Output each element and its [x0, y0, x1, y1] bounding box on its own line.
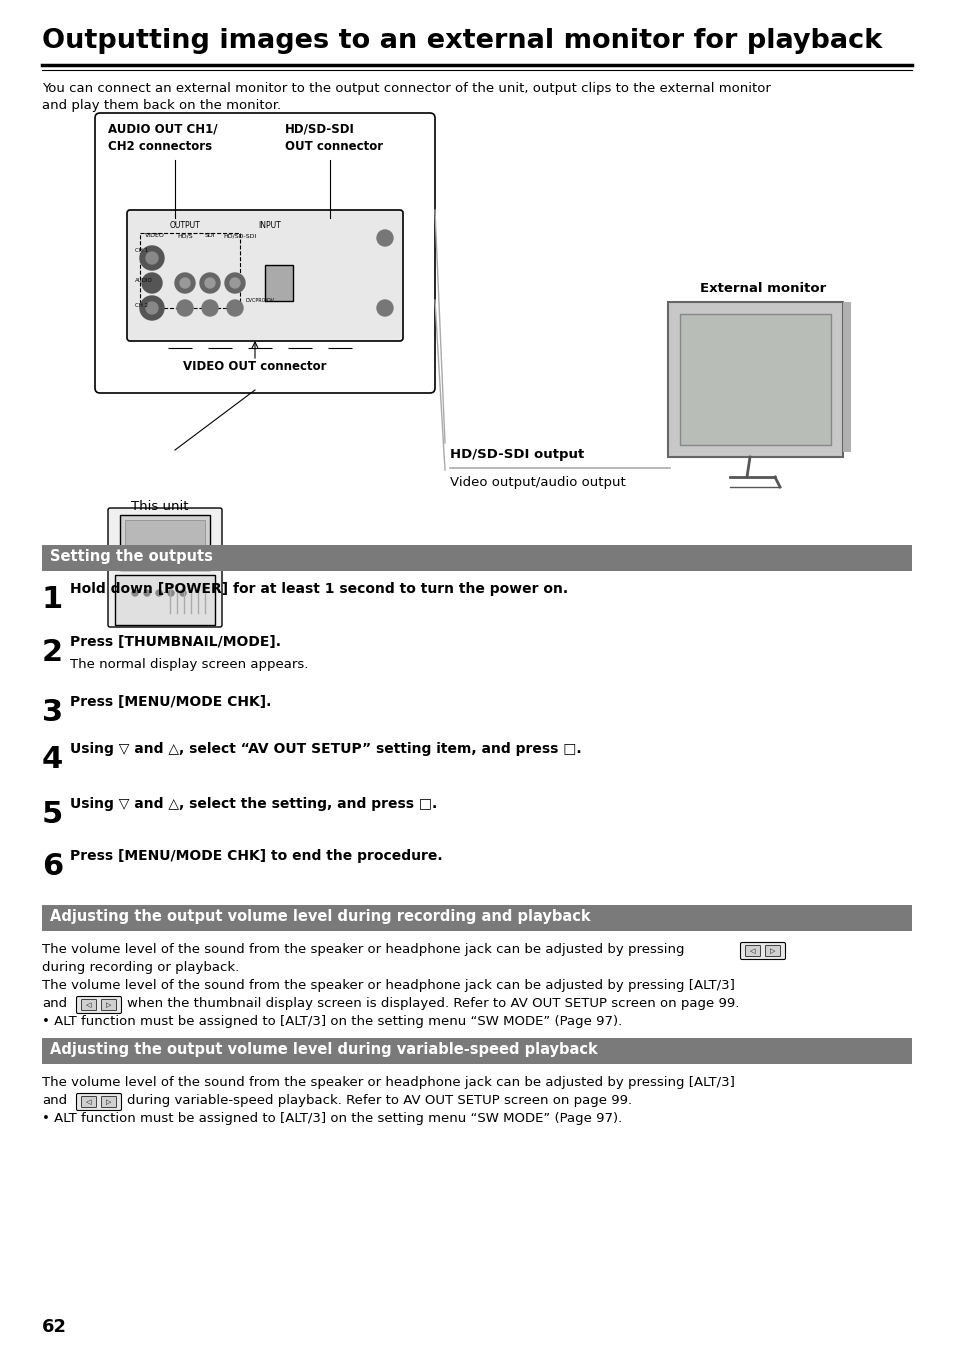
- Text: 5: 5: [42, 800, 63, 829]
- Text: ▷: ▷: [106, 1099, 112, 1105]
- Text: DVCPRO/DV: DVCPRO/DV: [245, 298, 274, 303]
- Circle shape: [177, 301, 193, 315]
- FancyBboxPatch shape: [81, 1097, 96, 1108]
- Text: 4: 4: [42, 745, 63, 774]
- FancyBboxPatch shape: [81, 999, 96, 1010]
- FancyBboxPatch shape: [95, 112, 435, 393]
- Text: INPUT: INPUT: [258, 221, 281, 230]
- Text: HD/S: HD/S: [177, 233, 193, 238]
- Text: This unit: This unit: [132, 500, 189, 513]
- Circle shape: [168, 590, 173, 596]
- Text: ▷: ▷: [106, 1002, 112, 1007]
- Text: Video output/audio output: Video output/audio output: [450, 477, 625, 489]
- Circle shape: [146, 302, 158, 314]
- Text: HD/SD-SDI: HD/SD-SDI: [285, 123, 355, 135]
- Text: and: and: [42, 997, 67, 1010]
- Circle shape: [180, 590, 186, 596]
- FancyBboxPatch shape: [127, 210, 402, 341]
- Text: • ALT function must be assigned to [ALT/3] on the setting menu “SW MODE” (Page 9: • ALT function must be assigned to [ALT/…: [42, 1112, 621, 1125]
- Circle shape: [132, 590, 138, 596]
- Text: Adjusting the output volume level during variable-speed playback: Adjusting the output volume level during…: [50, 1043, 598, 1057]
- Bar: [42, 546, 911, 571]
- Bar: [115, 575, 214, 626]
- Bar: [120, 515, 210, 570]
- Circle shape: [230, 278, 240, 288]
- Text: when the thumbnail display screen is displayed. Refer to AV OUT SETUP screen on : when the thumbnail display screen is dis…: [127, 997, 739, 1010]
- Text: AUDIO OUT CH1/: AUDIO OUT CH1/: [108, 123, 217, 135]
- Text: HD/SD-SDI output: HD/SD-SDI output: [450, 448, 583, 460]
- Text: Using ▽ and △, select “AV OUT SETUP” setting item, and press □.: Using ▽ and △, select “AV OUT SETUP” set…: [70, 742, 581, 756]
- Bar: [42, 1039, 911, 1064]
- Circle shape: [205, 278, 214, 288]
- Text: Adjusting the output volume level during recording and playback: Adjusting the output volume level during…: [50, 909, 590, 923]
- Text: 2: 2: [42, 638, 63, 668]
- Text: 3: 3: [42, 699, 63, 727]
- Text: 62: 62: [42, 1317, 67, 1336]
- FancyBboxPatch shape: [764, 945, 780, 956]
- Text: Setting the outputs: Setting the outputs: [50, 548, 213, 565]
- Text: Outputting images to an external monitor for playback: Outputting images to an external monitor…: [42, 28, 882, 54]
- Bar: [42, 904, 911, 932]
- Circle shape: [376, 301, 393, 315]
- Text: 1: 1: [42, 585, 63, 613]
- Circle shape: [140, 246, 164, 269]
- Text: Hold down [POWER] for at least 1 second to turn the power on.: Hold down [POWER] for at least 1 second …: [70, 582, 568, 596]
- Text: ▷: ▷: [769, 948, 775, 955]
- Text: CH 2: CH 2: [135, 303, 148, 307]
- Text: 6: 6: [42, 852, 63, 881]
- Circle shape: [140, 297, 164, 320]
- Circle shape: [180, 278, 190, 288]
- Circle shape: [174, 274, 194, 292]
- Text: HD/SD-SDI: HD/SD-SDI: [223, 233, 256, 238]
- Text: You can connect an external monitor to the output connector of the unit, output : You can connect an external monitor to t…: [42, 83, 770, 112]
- Text: Using ▽ and △, select the setting, and press □.: Using ▽ and △, select the setting, and p…: [70, 798, 436, 811]
- Text: during variable-speed playback. Refer to AV OUT SETUP screen on page 99.: during variable-speed playback. Refer to…: [127, 1094, 632, 1108]
- Bar: [842, 302, 850, 452]
- Circle shape: [225, 274, 245, 292]
- Text: The normal display screen appears.: The normal display screen appears.: [70, 658, 308, 672]
- Circle shape: [200, 274, 220, 292]
- FancyBboxPatch shape: [101, 999, 116, 1010]
- Circle shape: [146, 252, 158, 264]
- Text: VIDEO: VIDEO: [145, 233, 165, 238]
- Circle shape: [202, 301, 218, 315]
- Text: ...: ...: [159, 585, 171, 594]
- Bar: [265, 265, 293, 301]
- FancyBboxPatch shape: [740, 942, 784, 960]
- Text: OUTPUT: OUTPUT: [170, 221, 200, 230]
- Circle shape: [142, 274, 162, 292]
- Text: ◁: ◁: [749, 948, 755, 955]
- Text: External monitor: External monitor: [700, 282, 825, 295]
- Text: OUT connector: OUT connector: [285, 139, 383, 153]
- Text: and: and: [42, 1094, 67, 1108]
- Text: AUDIO: AUDIO: [135, 278, 152, 283]
- Text: VIDEO OUT connector: VIDEO OUT connector: [183, 360, 327, 372]
- Text: SDI: SDI: [205, 233, 215, 238]
- Circle shape: [156, 590, 162, 596]
- Text: The volume level of the sound from the speaker or headphone jack can be adjusted: The volume level of the sound from the s…: [42, 1076, 734, 1089]
- Text: The volume level of the sound from the speaker or headphone jack can be adjusted: The volume level of the sound from the s…: [42, 979, 734, 992]
- Bar: [679, 314, 830, 445]
- Text: CH 1: CH 1: [135, 248, 148, 253]
- FancyBboxPatch shape: [744, 945, 760, 956]
- Text: during recording or playback.: during recording or playback.: [42, 961, 239, 974]
- FancyBboxPatch shape: [76, 997, 121, 1014]
- FancyBboxPatch shape: [108, 508, 222, 627]
- FancyBboxPatch shape: [667, 302, 842, 458]
- Text: Press [MENU/MODE CHK] to end the procedure.: Press [MENU/MODE CHK] to end the procedu…: [70, 849, 442, 862]
- Circle shape: [144, 590, 150, 596]
- Text: Press [THUMBNAIL/MODE].: Press [THUMBNAIL/MODE].: [70, 635, 281, 649]
- FancyBboxPatch shape: [101, 1097, 116, 1108]
- Text: • ALT function must be assigned to [ALT/3] on the setting menu “SW MODE” (Page 9: • ALT function must be assigned to [ALT/…: [42, 1016, 621, 1028]
- Text: CH2 connectors: CH2 connectors: [108, 139, 212, 153]
- Bar: [125, 520, 205, 565]
- Text: The volume level of the sound from the speaker or headphone jack can be adjusted: The volume level of the sound from the s…: [42, 942, 684, 956]
- FancyBboxPatch shape: [76, 1094, 121, 1110]
- Text: ◁: ◁: [86, 1099, 91, 1105]
- Circle shape: [227, 301, 243, 315]
- Circle shape: [376, 230, 393, 246]
- Bar: [140, 233, 240, 307]
- Text: ◁: ◁: [86, 1002, 91, 1007]
- Text: Press [MENU/MODE CHK].: Press [MENU/MODE CHK].: [70, 695, 271, 709]
